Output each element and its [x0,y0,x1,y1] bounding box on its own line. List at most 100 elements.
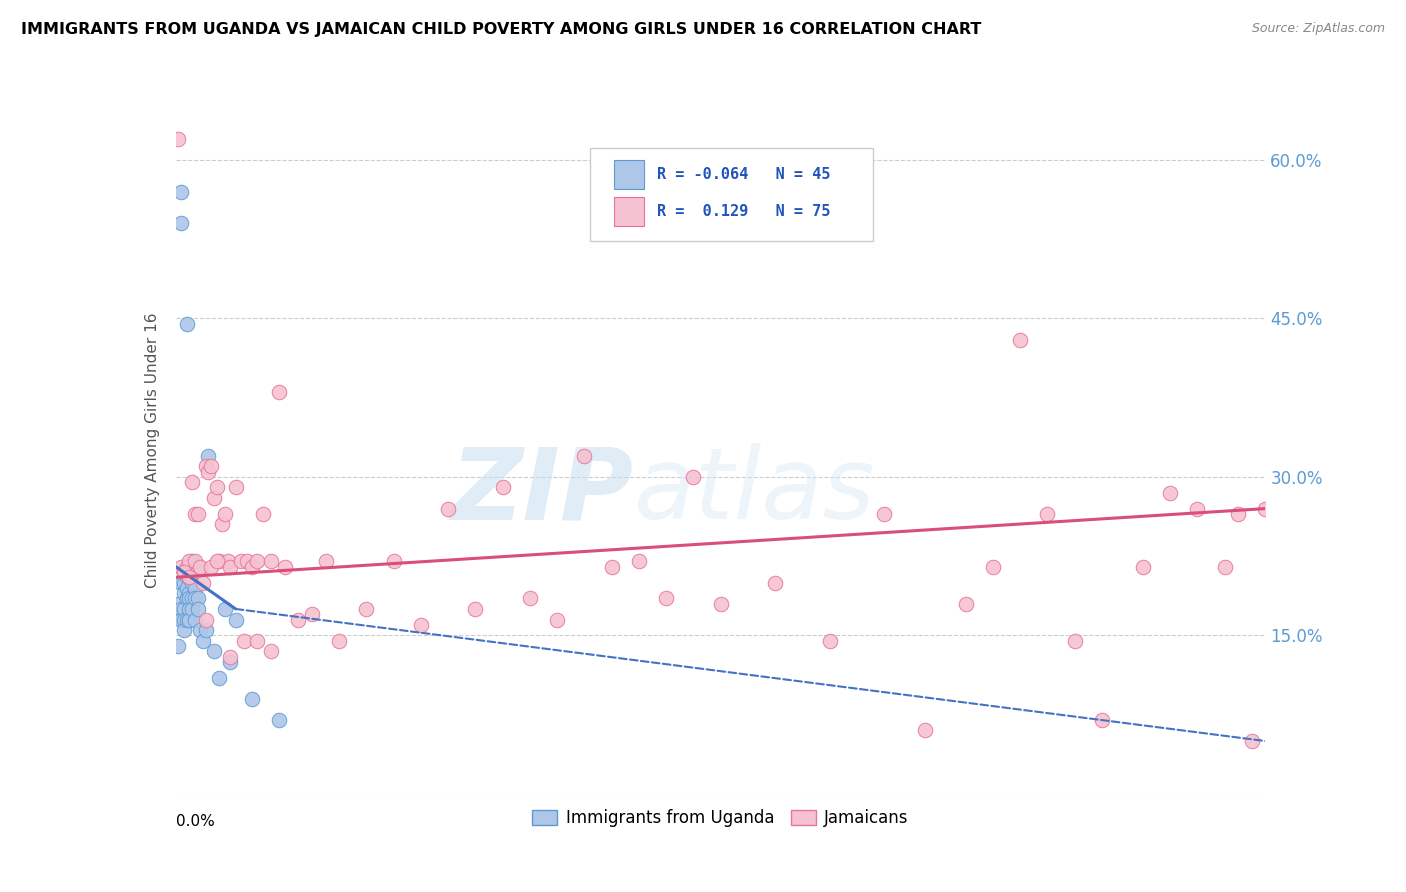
Point [188,623,211,637]
Point [211,517,233,532]
Point [170,216,193,230]
Point [627,554,650,568]
Point [409,617,432,632]
Point [191,575,214,590]
Point [269,385,291,400]
Point [194,623,217,637]
Point [179,591,201,606]
Point [214,507,236,521]
Point [914,723,936,738]
Point [217,554,239,568]
Point [269,713,291,727]
Point [1227,507,1250,521]
Point [173,575,195,590]
Point [181,554,204,568]
Point [202,491,225,505]
Point [167,132,190,146]
Point [328,633,350,648]
Point [194,459,217,474]
Point [208,554,231,568]
Point [176,559,198,574]
Point [188,559,211,574]
Point [173,565,195,579]
Point [167,639,190,653]
Point [382,554,405,568]
Point [219,559,242,574]
Point [167,597,190,611]
Point [186,507,209,521]
Point [184,581,207,595]
Point [179,613,201,627]
Point [184,507,207,521]
Point [252,507,274,521]
FancyBboxPatch shape [614,197,644,226]
Point [173,565,195,579]
Point [173,613,195,627]
Point [232,633,254,648]
Point [170,575,193,590]
Point [176,570,198,584]
Point [274,559,297,574]
Point [231,554,253,568]
Point [200,559,222,574]
Point [205,480,228,494]
Point [710,597,733,611]
Point [170,559,193,574]
Point [1132,559,1154,574]
Point [682,470,704,484]
Point [176,317,198,331]
Point [179,602,201,616]
Point [1010,333,1032,347]
Point [873,507,896,521]
Point [464,602,486,616]
Point [197,449,219,463]
Point [600,559,623,574]
Point [170,613,193,627]
Point [186,591,209,606]
Point [208,671,231,685]
Point [214,602,236,616]
FancyBboxPatch shape [591,148,873,241]
Point [260,554,283,568]
Point [219,655,242,669]
Point [818,633,841,648]
Point [246,554,269,568]
Point [200,459,222,474]
Point [184,591,207,606]
Point [179,554,201,568]
Point [179,559,201,574]
Y-axis label: Child Poverty Among Girls Under 16: Child Poverty Among Girls Under 16 [145,313,160,588]
Point [176,591,198,606]
Point [184,613,207,627]
Point [176,565,198,579]
Point [1063,633,1085,648]
Text: atlas.: atlas. [633,443,907,541]
Point [1213,559,1236,574]
Point [173,586,195,600]
Point [240,559,263,574]
Point [492,480,515,494]
Text: ZIP: ZIP [450,443,633,541]
Point [655,591,678,606]
Point [955,597,977,611]
Point [574,449,596,463]
Text: 0.0%: 0.0% [176,814,215,830]
Point [763,575,786,590]
Point [225,613,247,627]
Point [176,613,198,627]
Point [287,613,309,627]
Point [170,185,193,199]
Text: Source: ZipAtlas.com: Source: ZipAtlas.com [1251,22,1385,36]
Point [1036,507,1059,521]
Point [235,554,257,568]
Point [225,480,247,494]
Point [181,575,204,590]
Point [176,581,198,595]
Point [546,613,568,627]
Point [170,602,193,616]
Point [1187,501,1209,516]
Point [202,644,225,658]
Point [173,565,195,579]
Point [181,591,204,606]
Text: R =  0.129   N = 75: R = 0.129 N = 75 [658,204,831,219]
